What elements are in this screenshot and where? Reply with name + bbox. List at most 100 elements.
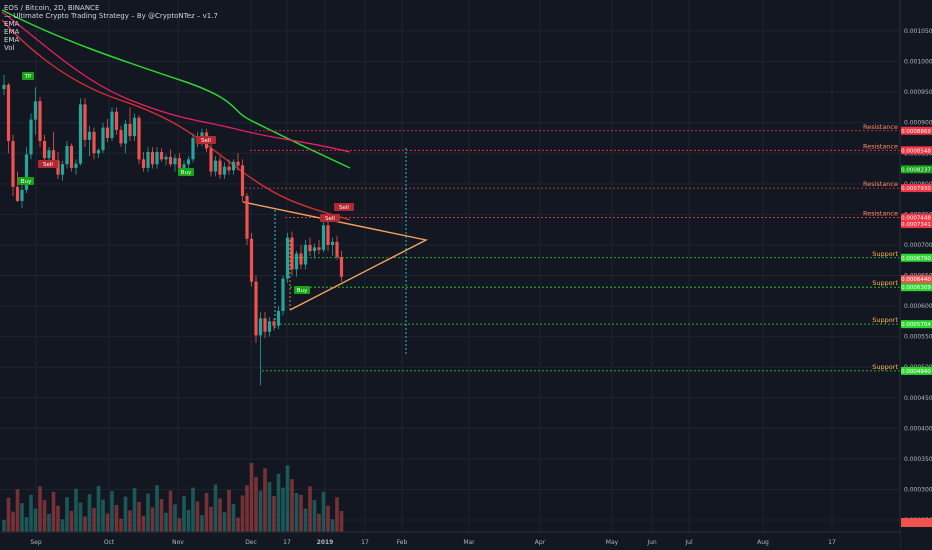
- volume-bar: [24, 517, 29, 532]
- time-tick-label: Dec: [245, 539, 257, 546]
- support-resistance-levels: Resistance Resistance Resistance Resistance…: [245, 123, 900, 372]
- volume-bar: [137, 502, 141, 532]
- candle-body: [213, 160, 218, 172]
- candle-body: [47, 150, 51, 159]
- candle-body: [92, 131, 96, 154]
- ema-legend-2[interactable]: EMA: [4, 28, 20, 36]
- time-tick-label: May: [606, 539, 619, 546]
- signal-badge: [334, 203, 354, 211]
- last-price-text: 0.0006440: [901, 277, 931, 283]
- time-axis-bg: [0, 532, 900, 550]
- signal-text: Sell: [339, 205, 349, 211]
- volume-bar: [20, 503, 24, 532]
- candle-body: [339, 257, 344, 277]
- ema-legend-3[interactable]: EMA: [4, 36, 20, 44]
- volume-bar: [285, 465, 290, 532]
- candle-body: [83, 104, 87, 140]
- volume-bar: [204, 493, 209, 532]
- volume-bar: [128, 510, 132, 532]
- volume-bar: [222, 512, 227, 532]
- volume-bar: [294, 493, 299, 532]
- candle-body: [6, 84, 11, 142]
- price-tag: [901, 165, 932, 174]
- candle-body: [240, 165, 245, 197]
- volume-bar: [303, 508, 308, 532]
- candle-body: [105, 127, 110, 138]
- time-axis[interactable]: Sep Oct Nov Dec 17 2019 17 Feb Mar Apr May Jun Jul Au…: [0, 531, 900, 550]
- time-tick-label: Oct: [104, 539, 115, 546]
- level-price-text: 0.0008868: [901, 129, 931, 135]
- volume-bar: [236, 517, 240, 532]
- volume-bar: [105, 513, 110, 532]
- volume-bar: [213, 484, 218, 532]
- ema-legend-1[interactable]: EMA: [4, 20, 20, 28]
- volume-bar: [33, 508, 38, 532]
- signal-badge: [294, 286, 310, 294]
- signal-badge: [38, 160, 58, 168]
- candle-body: [15, 186, 20, 201]
- candle-body: [29, 119, 33, 155]
- price-tag-text: 0.0008237: [901, 167, 931, 173]
- level-label: Support: [872, 316, 898, 324]
- volume-bar: [150, 507, 155, 532]
- signal-text: Buy: [297, 288, 308, 294]
- volume-bar: [267, 482, 272, 532]
- volume-bar: [60, 519, 65, 532]
- volume-bar: [6, 497, 11, 532]
- volume-bar: [114, 505, 119, 532]
- candle-body: [60, 164, 65, 175]
- candle-body: [335, 241, 339, 258]
- time-tick-label: Jul: [684, 539, 693, 546]
- volume-bar: [96, 485, 101, 532]
- candle-body: [299, 253, 303, 265]
- level-price-text: 0.0006790: [901, 256, 931, 262]
- volume-bar: [209, 506, 213, 532]
- level-price-text: 0.0006309: [901, 285, 931, 291]
- level-price-tag: [901, 184, 932, 193]
- volume-legend[interactable]: Vol: [4, 44, 15, 52]
- candle-body: [294, 253, 299, 270]
- volume-bar: [92, 508, 96, 532]
- volume-bar: [78, 502, 83, 532]
- candle-body: [24, 154, 29, 190]
- candle-body: [191, 137, 195, 160]
- candle-body: [312, 247, 317, 252]
- signal-badge: [320, 214, 340, 222]
- candle-body: [321, 225, 326, 250]
- candle-body: [65, 145, 69, 165]
- candle-body: [101, 127, 105, 151]
- signal-badge: [196, 136, 216, 144]
- strategy-name[interactable]: — Ultimate Crypto Trading Strategy – By …: [4, 12, 218, 20]
- time-tick-label: Aug: [757, 539, 769, 546]
- candle-body: [272, 321, 276, 326]
- volume-bar: [312, 500, 317, 532]
- candle-body: [123, 123, 128, 144]
- candle-body: [128, 123, 132, 137]
- volume-bar: [249, 463, 254, 532]
- volume-bar: [339, 511, 344, 532]
- candle-body: [110, 111, 114, 138]
- price-axis-bg: [900, 0, 932, 550]
- level-label: Resistance: [863, 210, 898, 218]
- ema-lines: [1, 9, 351, 221]
- signal-badge: [22, 72, 34, 80]
- symbol-title[interactable]: EOS / Bitcoin, 2D, BINANCE: [4, 4, 100, 12]
- volume-bar: [11, 511, 15, 532]
- level-label: Support: [872, 363, 898, 371]
- volume-bar: [168, 490, 173, 532]
- volume-bar: [330, 519, 335, 532]
- volume-bar: [218, 498, 222, 532]
- candle-body: [119, 130, 123, 144]
- signal-text: Sell: [43, 162, 53, 168]
- candle-body: [137, 117, 141, 160]
- candle-body: [11, 141, 15, 187]
- candle-body: [182, 164, 186, 168]
- volume-bar: [191, 487, 195, 532]
- candle-body: [267, 321, 272, 332]
- volume-bar: [321, 491, 326, 532]
- volume-bar: [56, 505, 60, 532]
